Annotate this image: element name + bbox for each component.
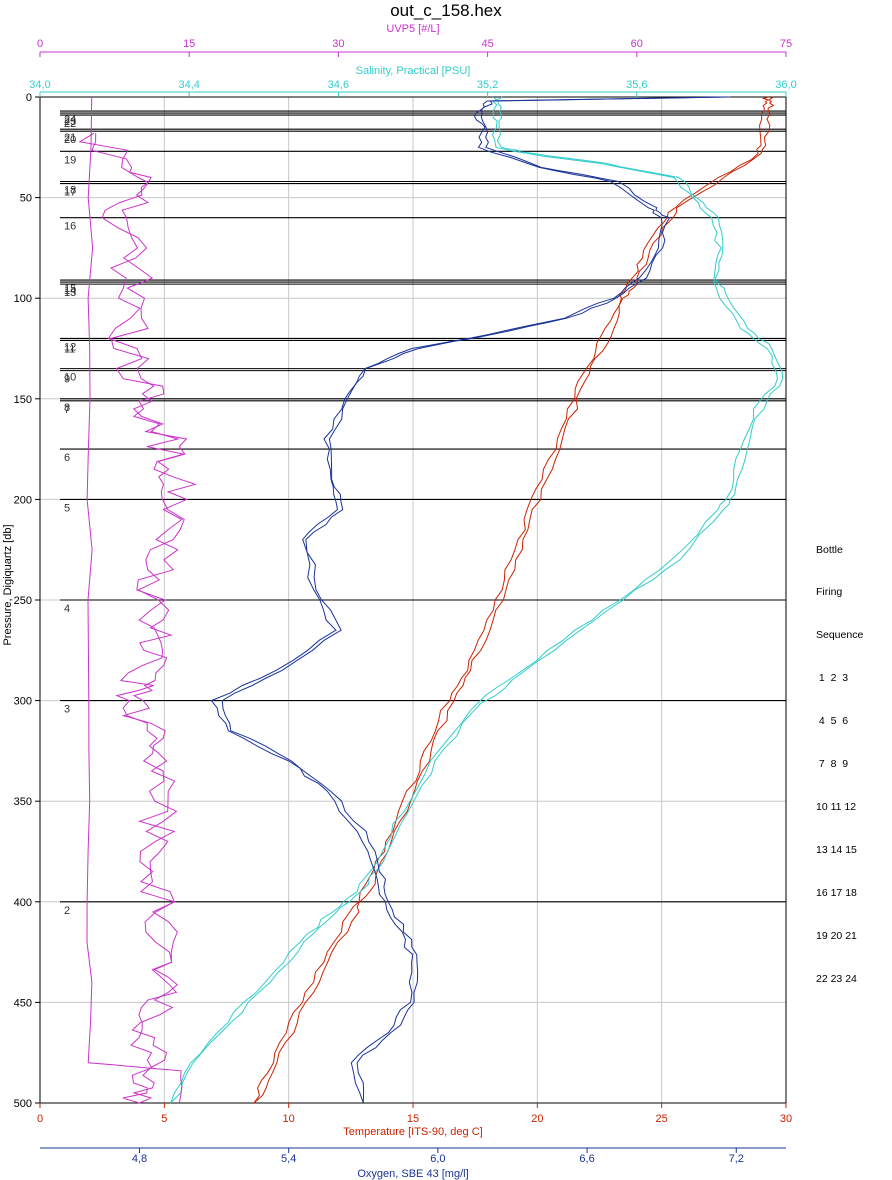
bottle-label-6: 6 <box>64 452 70 464</box>
y-tick-label: 350 <box>14 796 32 808</box>
bottle-label-5: 5 <box>64 502 70 514</box>
legend-title-line: Bottle <box>816 543 843 556</box>
sal-tick-label: 35,2 <box>477 79 498 91</box>
sal-tick-label: 34,0 <box>29 79 50 91</box>
bottle-label-8: 8 <box>64 402 70 414</box>
series-line-uvp5-l-twin <box>91 133 188 1104</box>
bottle-label-12: 12 <box>64 341 76 353</box>
y-tick-label: 200 <box>14 494 32 506</box>
y-axis-label: Pressure, Digiquartz [db] <box>2 524 14 645</box>
series-line-temperature-its-90-deg-c <box>253 96 770 1104</box>
legend-row: 19 20 21 <box>816 929 857 942</box>
y-tick-label: 500 <box>14 1098 32 1110</box>
oxy-axis-title: Oxygen, SBE 43 [mg/l] <box>357 1168 468 1180</box>
temp-tick-label: 15 <box>407 1113 419 1125</box>
legend-row: 1 2 3 <box>816 672 849 685</box>
legend-row: 13 14 15 <box>816 843 857 856</box>
series-line-uvp5-l <box>78 132 197 1104</box>
bottle-label-3: 3 <box>64 704 70 716</box>
bottle-label-22: 22 <box>64 118 76 130</box>
y-tick-label: 400 <box>14 897 32 909</box>
legend-row: 22 23 24 <box>816 972 857 985</box>
y-tick-label: 300 <box>14 696 32 708</box>
series-line-temperature-its-90-deg-c-twin <box>253 96 775 1104</box>
y-tick-label: 150 <box>14 394 32 406</box>
bottle-firing-legend: Bottle Firing Sequence 1 2 3 4 5 6 7 8 9… <box>816 514 863 1000</box>
uvp-tick-label: 15 <box>183 38 195 50</box>
bottle-label-4: 4 <box>64 603 70 615</box>
uvp-tick-label: 75 <box>780 38 792 50</box>
legend-row: 10 11 12 <box>816 800 857 813</box>
bottle-label-9: 9 <box>64 374 70 386</box>
bottle-label-11: 11 <box>64 343 75 355</box>
bottle-label-24: 24 <box>64 114 76 126</box>
uvp-tick-label: 60 <box>631 38 643 50</box>
temp-tick-label: 10 <box>283 1113 295 1125</box>
temp-tick-label: 30 <box>780 1113 792 1125</box>
oxy-tick-label: 6,6 <box>579 1153 594 1165</box>
series-line-uvp5-reference <box>86 96 183 1104</box>
series-layer <box>78 96 784 1104</box>
temp-tick-label: 20 <box>531 1113 543 1125</box>
bottle-label-21: 21 <box>64 132 76 144</box>
series-line-oxygen-sbe-43-mg-l <box>210 96 724 1104</box>
bottle-label-13: 13 <box>64 287 76 299</box>
series-line-oxygen-sbe-43-mg-l-twin <box>221 96 731 1104</box>
bottle-label-20: 20 <box>64 134 76 146</box>
oxy-tick-label: 5,4 <box>281 1153 296 1165</box>
legend-row: 16 17 18 <box>816 886 857 899</box>
bottle-label-7: 7 <box>64 404 70 416</box>
uvp-tick-label: 45 <box>481 38 493 50</box>
oxy-tick-label: 6,0 <box>430 1153 445 1165</box>
series-line-salinity-practical-psu <box>170 96 779 1104</box>
legend-title-line: Sequence <box>816 629 864 642</box>
bottle-label-16: 16 <box>64 221 76 233</box>
bottle-label-10: 10 <box>64 372 76 384</box>
legend-title-line: Firing <box>816 586 843 599</box>
bottle-label-14: 14 <box>64 285 76 297</box>
bottle-label-2: 2 <box>64 905 70 917</box>
bottle-label-23: 23 <box>64 116 76 128</box>
temp-tick-label: 25 <box>656 1113 668 1125</box>
y-tick-label: 450 <box>14 997 32 1009</box>
oxy-tick-label: 4,8 <box>132 1153 147 1165</box>
y-tick-label: 250 <box>14 595 32 607</box>
y-tick-label: 0 <box>26 92 32 104</box>
bottle-label-17: 17 <box>64 187 76 199</box>
uvp-tick-label: 0 <box>37 38 43 50</box>
sal-tick-label: 36,0 <box>775 79 796 91</box>
legend-row: 4 5 6 <box>816 715 849 728</box>
sal-tick-label: 35,6 <box>626 79 647 91</box>
chart-title: out_c_158.hex <box>390 1 502 20</box>
y-tick-label: 100 <box>14 293 32 305</box>
series-line-salinity-practical-psu-twin <box>170 96 784 1104</box>
temp-tick-label: 5 <box>161 1113 167 1125</box>
legend-row: 7 8 9 <box>816 758 849 771</box>
bottle-label-19: 19 <box>64 154 76 166</box>
y-tick-label: 50 <box>20 193 32 205</box>
bottle-label-18: 18 <box>64 185 76 197</box>
uvp-axis-title: UVP5 [#/L] <box>386 23 439 35</box>
uvp-tick-label: 30 <box>332 38 344 50</box>
temp-tick-label: 0 <box>37 1113 43 1125</box>
sal-axis-title: Salinity, Practical [PSU] <box>356 65 471 77</box>
sal-tick-label: 34,6 <box>328 79 349 91</box>
temp-axis-title: Temperature [ITS-90, deg C] <box>343 1126 482 1138</box>
oxy-tick-label: 7,2 <box>729 1153 744 1165</box>
sal-tick-label: 34,4 <box>178 79 199 91</box>
bottle-label-15: 15 <box>64 283 76 295</box>
